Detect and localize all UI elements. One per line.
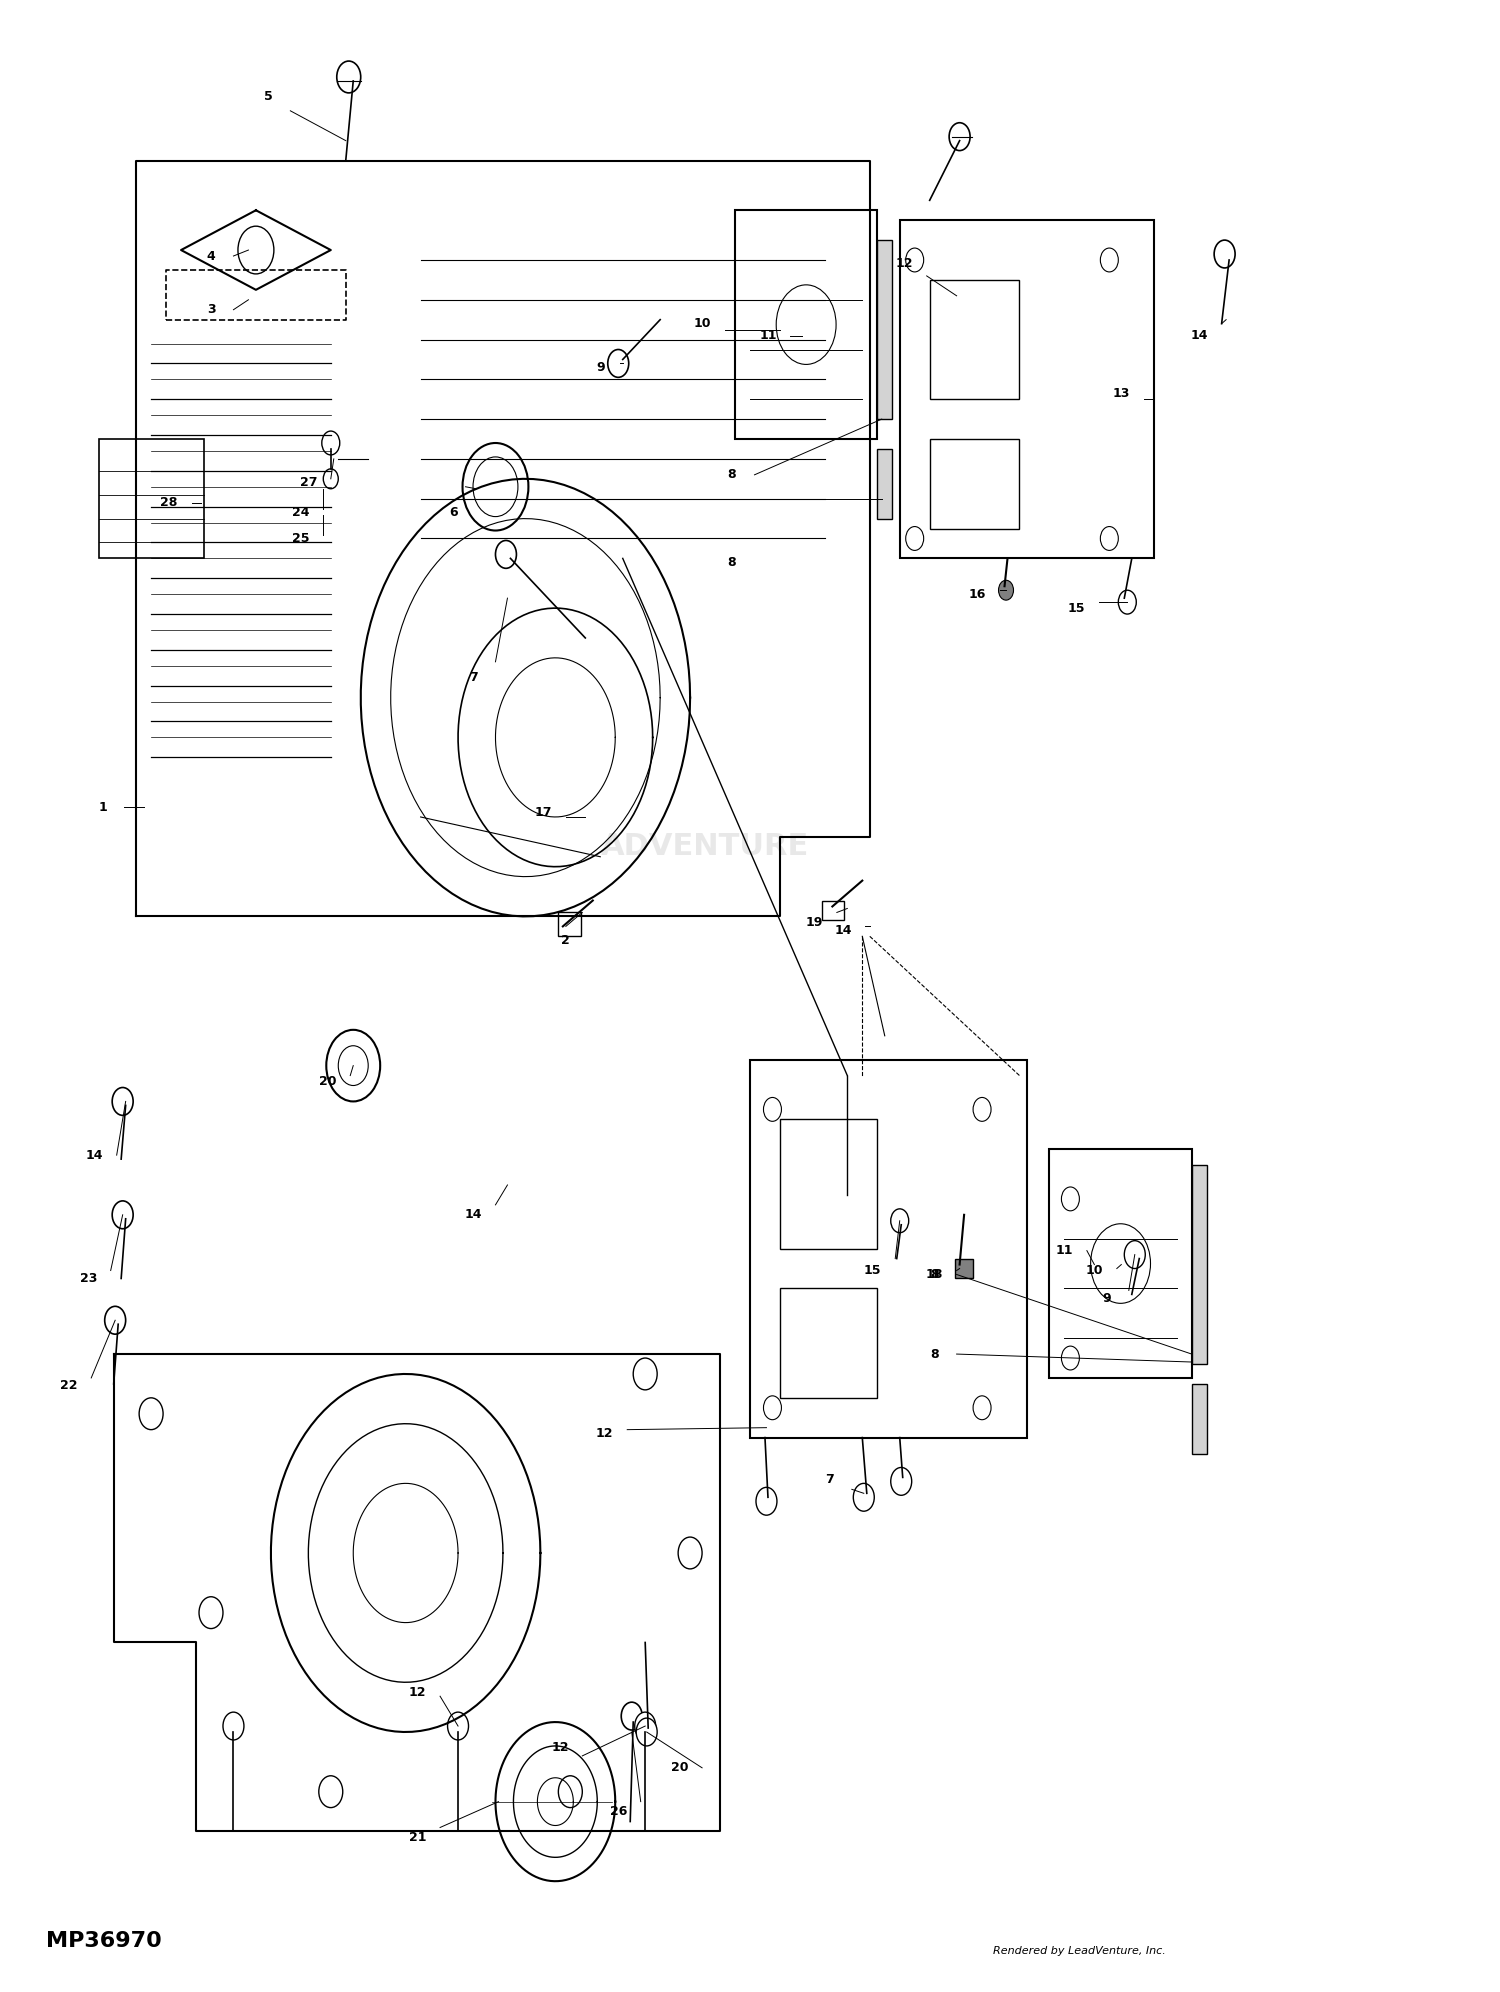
Text: 1: 1 bbox=[99, 801, 108, 813]
Bar bbox=[930, 281, 1020, 398]
Text: 11: 11 bbox=[759, 329, 777, 343]
Text: 17: 17 bbox=[534, 807, 552, 819]
Text: 20: 20 bbox=[320, 1076, 336, 1088]
Text: 7: 7 bbox=[468, 671, 477, 683]
Circle shape bbox=[891, 1209, 909, 1233]
Text: 26: 26 bbox=[609, 1805, 627, 1819]
Text: 21: 21 bbox=[410, 1831, 426, 1845]
FancyBboxPatch shape bbox=[558, 912, 580, 936]
Text: 27: 27 bbox=[300, 476, 316, 490]
Circle shape bbox=[1062, 1187, 1080, 1211]
Text: 3: 3 bbox=[207, 303, 216, 317]
Text: ADVENTURE: ADVENTURE bbox=[602, 833, 808, 861]
Text: 9: 9 bbox=[1102, 1293, 1110, 1305]
Circle shape bbox=[608, 349, 628, 376]
Circle shape bbox=[1214, 241, 1234, 269]
Bar bbox=[1050, 1149, 1191, 1378]
Text: 24: 24 bbox=[292, 506, 309, 520]
Text: 22: 22 bbox=[60, 1378, 78, 1392]
FancyBboxPatch shape bbox=[956, 1259, 974, 1279]
Text: 25: 25 bbox=[292, 532, 309, 546]
Circle shape bbox=[1125, 1241, 1146, 1269]
Circle shape bbox=[112, 1201, 134, 1229]
Circle shape bbox=[634, 1711, 656, 1739]
Circle shape bbox=[1062, 1347, 1080, 1370]
Text: 19: 19 bbox=[806, 916, 824, 928]
Text: 15: 15 bbox=[864, 1265, 882, 1277]
Bar bbox=[99, 438, 204, 558]
Text: 7: 7 bbox=[825, 1472, 834, 1486]
Text: Rendered by LeadVenture, Inc.: Rendered by LeadVenture, Inc. bbox=[993, 1946, 1166, 1956]
Text: 12: 12 bbox=[410, 1685, 426, 1699]
Text: 8: 8 bbox=[930, 1269, 939, 1281]
Text: 8: 8 bbox=[930, 1347, 939, 1361]
Bar bbox=[1191, 1384, 1206, 1454]
Text: 2: 2 bbox=[561, 934, 570, 946]
Text: 11: 11 bbox=[1056, 1245, 1072, 1257]
Text: 6: 6 bbox=[448, 506, 458, 520]
FancyBboxPatch shape bbox=[822, 900, 844, 920]
Text: 15: 15 bbox=[1068, 602, 1084, 616]
Bar bbox=[750, 1060, 1028, 1438]
Circle shape bbox=[621, 1703, 642, 1729]
Circle shape bbox=[495, 540, 516, 568]
Text: 20: 20 bbox=[670, 1761, 688, 1775]
Text: 18: 18 bbox=[926, 1269, 944, 1281]
Circle shape bbox=[105, 1307, 126, 1335]
Circle shape bbox=[338, 62, 360, 94]
Bar bbox=[780, 1289, 877, 1398]
Text: 12: 12 bbox=[896, 257, 914, 271]
Text: 12: 12 bbox=[550, 1741, 568, 1755]
Text: 8: 8 bbox=[728, 468, 736, 482]
Text: 9: 9 bbox=[596, 361, 604, 374]
Circle shape bbox=[447, 1711, 468, 1739]
Text: 10: 10 bbox=[693, 317, 711, 331]
Bar bbox=[735, 211, 878, 438]
Circle shape bbox=[950, 124, 970, 151]
Bar bbox=[878, 448, 892, 518]
Text: 16: 16 bbox=[969, 588, 987, 602]
Bar bbox=[930, 438, 1020, 528]
Text: MP36970: MP36970 bbox=[46, 1930, 162, 1950]
Text: 13: 13 bbox=[1113, 386, 1130, 400]
Text: 14: 14 bbox=[834, 924, 852, 936]
Circle shape bbox=[891, 1468, 912, 1496]
Text: 4: 4 bbox=[207, 249, 216, 263]
Circle shape bbox=[112, 1088, 134, 1116]
Circle shape bbox=[224, 1711, 245, 1739]
Circle shape bbox=[1119, 590, 1137, 614]
Text: 14: 14 bbox=[465, 1209, 482, 1221]
Bar bbox=[878, 241, 892, 418]
Bar bbox=[900, 221, 1155, 558]
Text: 8: 8 bbox=[728, 556, 736, 570]
Text: 14: 14 bbox=[1191, 329, 1208, 343]
Text: 10: 10 bbox=[1086, 1265, 1102, 1277]
Text: 12: 12 bbox=[596, 1426, 613, 1440]
Circle shape bbox=[853, 1484, 874, 1512]
Circle shape bbox=[756, 1488, 777, 1516]
Circle shape bbox=[636, 1717, 657, 1745]
Text: 5: 5 bbox=[264, 90, 273, 104]
Text: 28: 28 bbox=[160, 496, 178, 510]
Text: 14: 14 bbox=[86, 1149, 104, 1161]
Text: 23: 23 bbox=[80, 1273, 98, 1285]
Bar bbox=[780, 1120, 877, 1249]
Circle shape bbox=[999, 580, 1014, 600]
Bar bbox=[1191, 1165, 1206, 1365]
